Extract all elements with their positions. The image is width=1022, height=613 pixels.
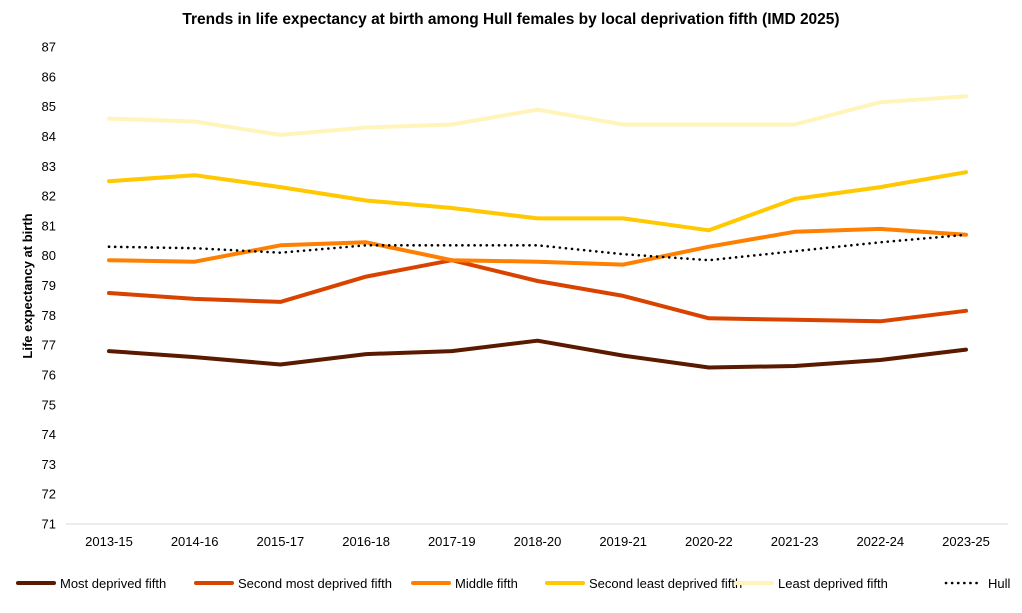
y-tick-label: 72	[42, 487, 56, 502]
x-tick-label: 2018-20	[514, 534, 562, 549]
legend-label: Middle fifth	[455, 576, 518, 591]
y-tick-label: 83	[42, 159, 56, 174]
x-tick-label: 2021-23	[771, 534, 819, 549]
x-tick-label: 2017-19	[428, 534, 476, 549]
chart-title: Trends in life expectancy at birth among…	[182, 11, 839, 28]
y-tick-label: 87	[42, 40, 56, 55]
legend-item: Hull	[944, 576, 1011, 591]
y-tick-label: 75	[42, 397, 56, 412]
y-axis-label: Life expectancy at birth	[20, 213, 35, 358]
series-line-second-least-deprived-fifth	[107, 170, 968, 233]
series-line-hull	[107, 233, 968, 262]
x-tick-label: 2022-24	[856, 534, 904, 549]
y-tick-label: 86	[42, 69, 56, 84]
legend-item: Least deprived fifth	[734, 576, 888, 591]
y-tick-label: 76	[42, 367, 56, 382]
legend-item: Second least deprived fifth	[545, 576, 742, 591]
legend-label: Second most deprived fifth	[238, 576, 392, 591]
legend-item: Most deprived fifth	[16, 576, 166, 591]
x-tick-label: 2020-22	[685, 534, 733, 549]
legend-label: Most deprived fifth	[60, 576, 166, 591]
x-tick-label: 2013-15	[85, 534, 133, 549]
legend-label: Second least deprived fifth	[589, 576, 742, 591]
x-tick-label: 2015-17	[257, 534, 305, 549]
y-tick-label: 71	[42, 517, 56, 532]
y-tick-label: 84	[42, 129, 56, 144]
x-tick-label: 2019-21	[599, 534, 647, 549]
x-tick-label: 2016-18	[342, 534, 390, 549]
legend-item: Second most deprived fifth	[194, 576, 392, 591]
x-tick-label: 2014-16	[171, 534, 219, 549]
y-tick-label: 73	[42, 457, 56, 472]
legend-label: Hull	[988, 576, 1011, 591]
y-tick-label: 77	[42, 338, 56, 353]
y-tick-label: 78	[42, 308, 56, 323]
y-tick-label: 82	[42, 189, 56, 204]
series-line-second-most-deprived-fifth	[107, 258, 968, 324]
series-line-middle-fifth	[107, 226, 968, 267]
legend-item: Middle fifth	[411, 576, 518, 591]
series-line-most-deprived-fifth	[107, 338, 968, 370]
y-tick-label: 74	[42, 427, 56, 442]
y-tick-label: 85	[42, 99, 56, 114]
y-tick-label: 79	[42, 278, 56, 293]
y-tick-label: 80	[42, 248, 56, 263]
legend-label: Least deprived fifth	[778, 576, 888, 591]
series-line-least-deprived-fifth	[107, 94, 968, 137]
x-tick-label: 2023-25	[942, 534, 990, 549]
y-tick-label: 81	[42, 218, 56, 233]
